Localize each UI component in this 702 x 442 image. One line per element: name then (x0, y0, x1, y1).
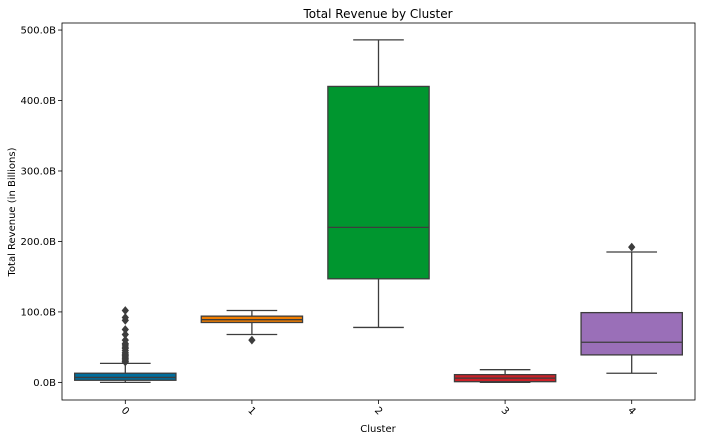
y-tick-label: 100.0B (21, 307, 57, 318)
outlier-point (121, 330, 129, 339)
y-tick-label: 300.0B (21, 166, 57, 177)
box-iqr-cluster-4 (580, 311, 683, 356)
x-tick-label: 3 (499, 405, 511, 417)
outlier-point (121, 335, 129, 345)
x-tick-label: 1 (245, 405, 257, 417)
outlier-point (121, 313, 129, 322)
y-tick-label: 500.0B (21, 26, 57, 37)
outlier-point (628, 242, 636, 252)
chart-title: Total Revenue by Cluster (302, 7, 452, 21)
outlier-point (121, 306, 129, 315)
box-iqr-cluster-2 (327, 85, 430, 280)
x-tick-label: 0 (119, 405, 131, 417)
box-iqr-cluster-0 (74, 372, 177, 381)
outlier-point (248, 335, 256, 345)
y-tick-label: 0.0B (33, 378, 56, 389)
outlier-point (121, 325, 129, 334)
plot-frame (61, 22, 696, 401)
y-tick-label: 200.0B (21, 237, 57, 248)
y-tick-label: 400.0B (21, 96, 57, 107)
y-axis-title: Total Revenue (in Billions) (7, 147, 18, 277)
plot-area: 0.0B 100.0B 200.0B 300.0B 400.0B 500.0B 0 1 2 3 4 (21, 26, 683, 417)
x-tick-label: 2 (372, 405, 384, 417)
x-tick-label: 4 (625, 405, 637, 417)
x-axis-title: Cluster (360, 424, 396, 435)
